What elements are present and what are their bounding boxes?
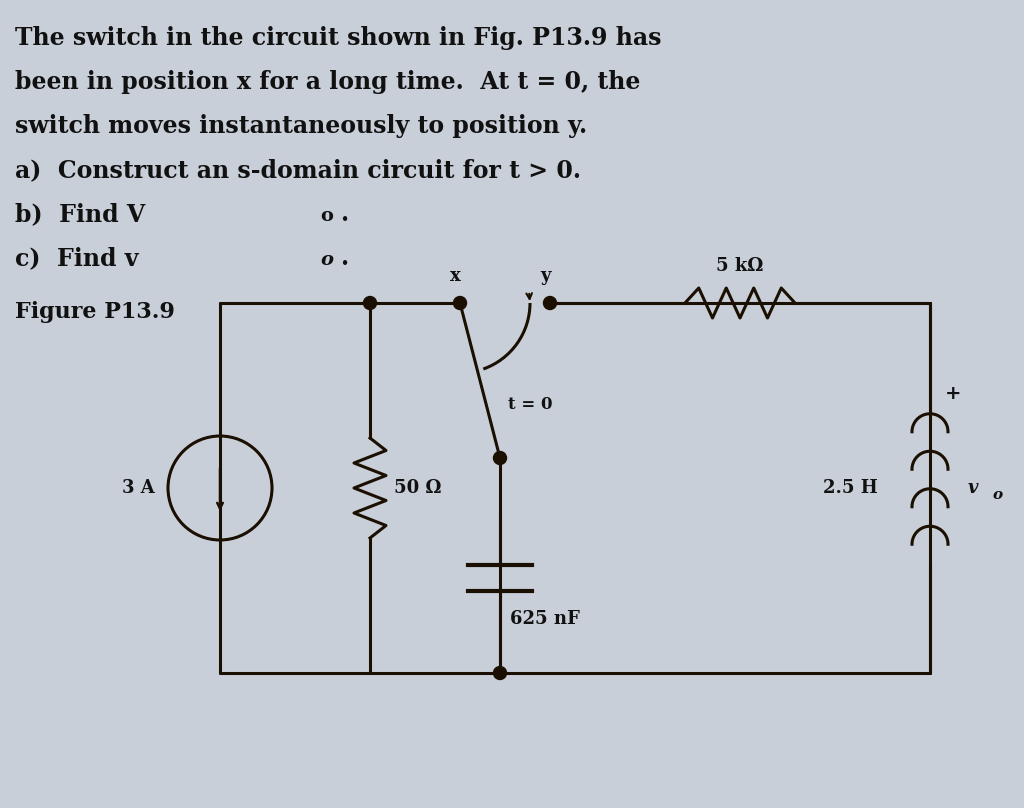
Text: o: o bbox=[992, 488, 1002, 502]
Text: 50 Ω: 50 Ω bbox=[394, 479, 441, 497]
Text: v: v bbox=[968, 479, 979, 497]
Text: 625 nF: 625 nF bbox=[510, 610, 580, 628]
Circle shape bbox=[544, 297, 556, 309]
Text: Figure P13.9: Figure P13.9 bbox=[15, 301, 175, 323]
Circle shape bbox=[494, 452, 507, 465]
Text: The switch in the circuit shown in Fig. P13.9 has: The switch in the circuit shown in Fig. … bbox=[15, 26, 662, 50]
Text: .: . bbox=[340, 202, 348, 226]
Circle shape bbox=[494, 667, 507, 680]
Text: switch moves instantaneously to position y.: switch moves instantaneously to position… bbox=[15, 114, 587, 138]
Text: t = 0: t = 0 bbox=[508, 396, 553, 413]
Text: .: . bbox=[340, 246, 348, 270]
Text: 3 A: 3 A bbox=[122, 479, 155, 497]
Text: o: o bbox=[319, 251, 333, 269]
Text: 5 kΩ: 5 kΩ bbox=[717, 257, 764, 275]
Text: o: o bbox=[319, 207, 333, 225]
Text: y: y bbox=[540, 267, 550, 285]
Text: b)  Find V: b) Find V bbox=[15, 202, 145, 226]
Text: 2.5 H: 2.5 H bbox=[823, 479, 878, 497]
Text: been in position x for a long time.  At t = 0, the: been in position x for a long time. At t… bbox=[15, 70, 640, 94]
Text: a)  Construct an s-domain circuit for t > 0.: a) Construct an s-domain circuit for t >… bbox=[15, 158, 581, 182]
Text: +: + bbox=[945, 385, 962, 403]
Text: x: x bbox=[450, 267, 461, 285]
Circle shape bbox=[454, 297, 467, 309]
Text: c)  Find v: c) Find v bbox=[15, 246, 138, 270]
Circle shape bbox=[364, 297, 377, 309]
